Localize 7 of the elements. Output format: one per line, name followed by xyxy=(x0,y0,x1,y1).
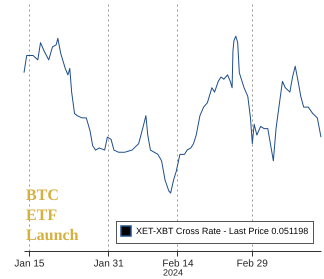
x-tick-label: Feb 14 xyxy=(162,258,194,270)
annotation: BTC ETF Launch xyxy=(26,187,79,244)
x-axis-title: 2024 xyxy=(162,268,184,278)
legend-label: XET-XBT Cross Rate - Last Price 0.051198 xyxy=(136,226,308,236)
x-tick-label: Feb 29 xyxy=(236,258,268,270)
x-tick-label: Jan 15 xyxy=(14,258,45,270)
x-tick-label: Jan 31 xyxy=(94,258,124,270)
